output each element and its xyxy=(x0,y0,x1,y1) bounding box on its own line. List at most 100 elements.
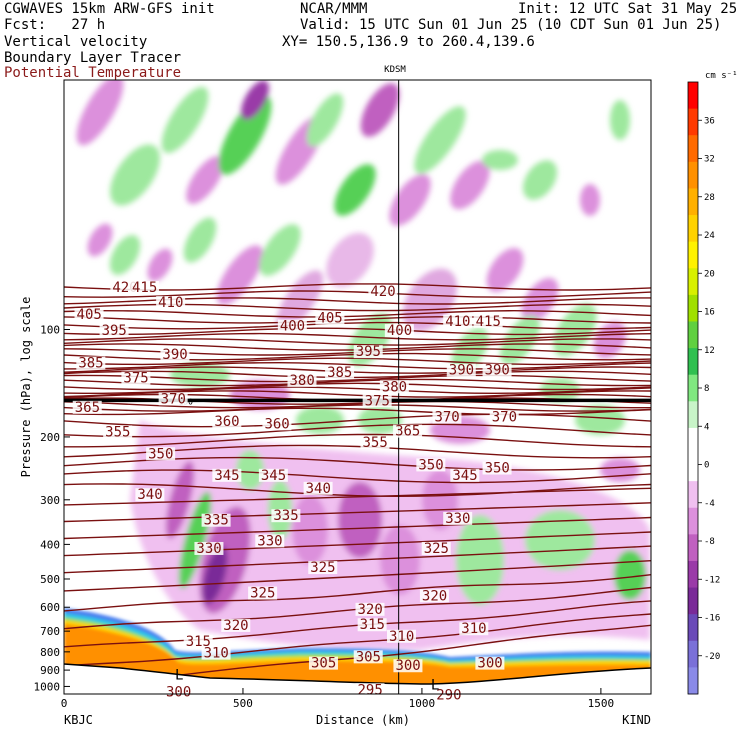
theta-contour-label: 300 xyxy=(477,656,502,672)
theta-label-backing xyxy=(76,356,106,370)
colorbar-swatch xyxy=(688,481,698,509)
theta-contour xyxy=(64,378,651,387)
theta-label-backing xyxy=(103,425,133,439)
theta-contour-label: 400 xyxy=(387,323,412,339)
colorbar-swatch xyxy=(688,268,698,296)
colorbar-tick-label: 28 xyxy=(704,193,715,203)
theta-label-backing xyxy=(355,683,385,697)
theta-contour xyxy=(64,316,651,324)
theta-label-backing xyxy=(416,458,446,472)
theta-contour xyxy=(64,374,651,383)
theta-contour-label: 395 xyxy=(356,344,381,360)
theta-label-backing xyxy=(72,400,102,414)
theta-contour-label: 385 xyxy=(327,365,352,381)
colorbar-swatch xyxy=(688,374,698,402)
colorbar-tick-label: 20 xyxy=(704,269,715,279)
y-axis-label: Pressure (hPa), log scale xyxy=(19,297,33,478)
theta-label-backing xyxy=(315,311,345,325)
theta-contour-label: 415 xyxy=(132,280,157,296)
theta-contour-label: 390 xyxy=(485,363,510,379)
theta-contour-label: 295 xyxy=(358,682,383,698)
colorbar-tick-label: 4 xyxy=(704,422,709,432)
theta-contour xyxy=(64,600,651,648)
theta-label-backing xyxy=(489,410,519,424)
theta-contour-label: 325 xyxy=(424,541,449,557)
y-tick-label: 600 xyxy=(40,601,60,614)
theta-contour-label: 400 xyxy=(280,318,305,334)
theta-contour-label: 305 xyxy=(311,656,336,672)
theta-contour-label: 315 xyxy=(360,617,385,633)
theta-label-backing xyxy=(360,435,390,449)
theta-contour-label: 290 xyxy=(436,687,461,703)
theta-label-backing xyxy=(482,363,512,377)
theta-label-backing xyxy=(158,392,188,406)
theta-contour xyxy=(64,327,651,336)
colorbar-tick-label: 8 xyxy=(704,384,709,394)
theta-contour-label: 375 xyxy=(123,371,148,387)
theta-label-backing xyxy=(248,586,278,600)
x-tick-label: 0 xyxy=(61,697,68,710)
forecast-hour: Fcst: 27 h xyxy=(4,17,106,33)
theta-contour-label: 370 xyxy=(434,410,459,426)
colorbar-tick-label: -16 xyxy=(704,614,720,624)
colorbar-swatch xyxy=(688,348,698,376)
theta-label-backing xyxy=(443,511,473,525)
theta-label-backing xyxy=(201,646,231,660)
theta-contour xyxy=(64,357,651,366)
colorbar-tick-label: -8 xyxy=(704,537,715,547)
theta-label-backing xyxy=(482,461,512,475)
theta-label-backing xyxy=(212,468,242,482)
colorbar-swatch xyxy=(688,401,698,429)
theta-label-backing xyxy=(212,414,242,428)
theta-label-backing xyxy=(450,468,480,482)
theta-contour-label: 350 xyxy=(148,446,173,462)
theta-contour-label: 410 xyxy=(445,314,470,330)
theta-contour-label: 355 xyxy=(105,424,130,440)
theta-contour-label: 350 xyxy=(418,457,443,473)
theta-label-backing xyxy=(160,347,190,361)
theta-contour xyxy=(64,309,651,318)
theta-label-backing xyxy=(255,534,285,548)
theta-contour-label: 305 xyxy=(356,649,381,665)
theta-label-backing xyxy=(130,280,160,294)
colorbar-swatch xyxy=(688,614,698,642)
theta-contour-label: 340 xyxy=(306,481,331,497)
theta-label-backing xyxy=(146,447,176,461)
theta-contour-label: 335 xyxy=(273,508,298,524)
colorbar-tick-label: 32 xyxy=(704,155,715,165)
theta-contour xyxy=(64,487,651,506)
colorbar-swatch xyxy=(688,241,698,269)
theta-label-backing xyxy=(74,308,104,322)
colorbar-units: cm s⁻¹ xyxy=(705,71,738,81)
theta-label-backing xyxy=(362,394,392,408)
theta-contour xyxy=(64,407,651,416)
theta-label-backing xyxy=(393,424,423,438)
colorbar: 36 32 28 24 20 16 12 8 4 0 -4 -8 -12 -16 -20 xyxy=(687,81,720,695)
theta-contours xyxy=(64,283,651,686)
y-axis: 100 200 300 400 500 600 700 800 900 1000 xyxy=(34,323,70,693)
station-label: KDSM xyxy=(384,65,406,75)
theta-contour-label: 300 xyxy=(395,658,420,674)
colorbar-tick-label: 0 xyxy=(704,461,709,471)
theta-contour xyxy=(64,545,651,574)
theta-contour-label: 345 xyxy=(452,468,477,484)
theta-contour xyxy=(64,370,651,379)
cross-section-endpoints: XY= 150.5,136.9 to 260.4,139.6 xyxy=(282,34,535,50)
colorbar-tick-label: -12 xyxy=(704,575,720,585)
y-tick-label: 900 xyxy=(40,664,60,677)
theta-label-backing xyxy=(156,296,186,310)
theta-contour-label: 370 xyxy=(492,410,517,426)
colorbar-swatch xyxy=(688,161,698,189)
theta-label-backing xyxy=(434,688,464,702)
theta-contour-label: 320 xyxy=(422,588,447,604)
theta-contour-label: 345 xyxy=(214,468,239,484)
theta-contour-label: 300 xyxy=(166,684,191,700)
theta-contour-label: 310 xyxy=(389,629,414,645)
theta-label-backing xyxy=(355,602,385,616)
colorbar-swatch xyxy=(688,188,698,216)
low-marker: L xyxy=(175,667,183,683)
theta-contour-label: 335 xyxy=(204,513,229,529)
theta-label-backing xyxy=(357,618,387,632)
theta-contour-label: 330 xyxy=(445,511,470,527)
theta-contour-label: 370 xyxy=(161,391,186,407)
